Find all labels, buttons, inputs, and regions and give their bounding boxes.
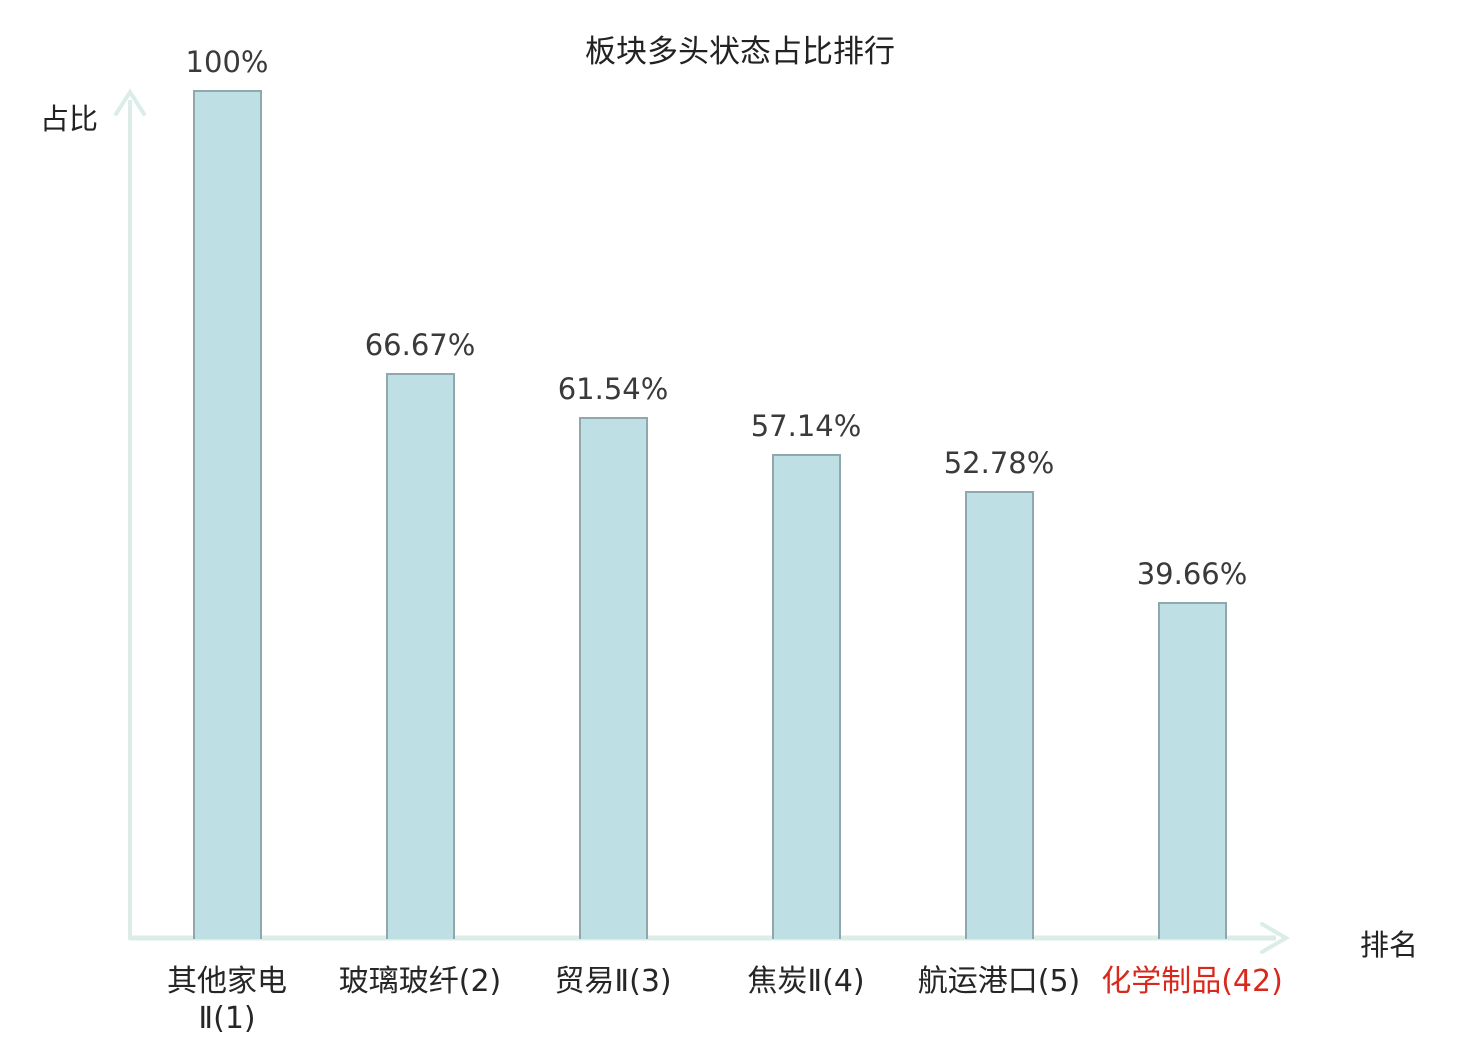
bar-value-label: 39.66% — [1136, 557, 1248, 591]
category-label: 其他家电 Ⅱ(1) — [167, 964, 287, 1036]
category-label: 化学制品(42) — [1101, 964, 1283, 999]
category-label: 玻璃玻纤(2) — [338, 964, 502, 999]
bar-6 — [1157, 602, 1227, 939]
category-label: 航运港口(5) — [917, 964, 1081, 999]
x-axis-arrow-icon — [1260, 922, 1290, 954]
y-axis-label: 占比 — [40, 102, 99, 136]
category-label: 贸易Ⅱ(3) — [554, 964, 672, 999]
bar-value-label: 100% — [185, 45, 269, 79]
x-axis-label: 排名 — [1360, 928, 1419, 962]
bar-value-label: 52.78% — [943, 446, 1055, 480]
bar-value-label: 66.67% — [364, 328, 476, 362]
bar-1 — [192, 90, 262, 939]
bar-2 — [385, 373, 455, 939]
bar-5 — [964, 491, 1034, 939]
chart-title: 板块多头状态占比排行 — [585, 34, 895, 70]
bar-4 — [771, 454, 841, 939]
category-label: 焦炭Ⅱ(4) — [747, 964, 865, 999]
y-axis-arrow-icon — [114, 88, 146, 116]
bar-value-label: 57.14% — [750, 409, 862, 443]
bar-value-label: 61.54% — [557, 372, 669, 406]
bar-3 — [578, 417, 648, 939]
